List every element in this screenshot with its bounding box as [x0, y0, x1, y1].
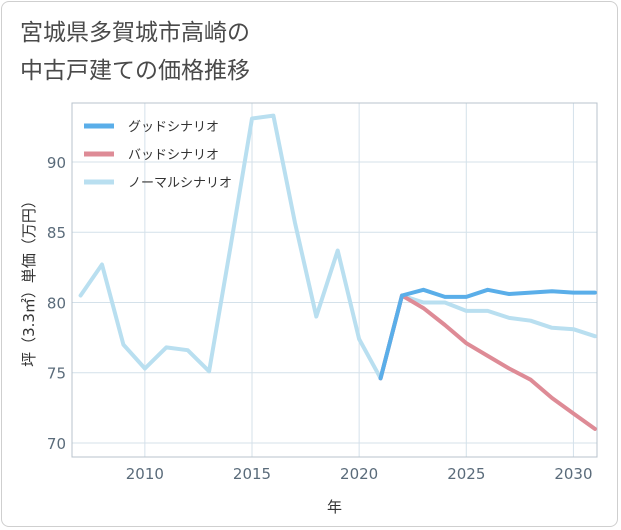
x-tick-label-2010: 2010 — [126, 465, 164, 483]
x-tick-label-2015: 2015 — [233, 465, 271, 483]
grid-lines — [72, 103, 597, 457]
plot-area-frame — [71, 102, 598, 458]
series-line-good — [378, 287, 597, 381]
x-tick-label-2025: 2025 — [447, 465, 485, 483]
series-lines — [78, 113, 597, 431]
x-tick-label-2020: 2020 — [340, 465, 378, 483]
chart-title-line-1: 宮城県多賀城市高崎の — [20, 20, 250, 46]
y-tick-label-85: 85 — [47, 224, 66, 242]
x-axis-title: 年 — [327, 498, 342, 516]
y-axis-title: 坪（3.3㎡）単価（万円） — [20, 193, 38, 367]
chart-title: 宮城県多賀城市高崎の 中古戸建ての価格推移 — [20, 14, 250, 90]
series-line-normal — [78, 113, 597, 381]
y-tick-label-80: 80 — [47, 294, 66, 312]
chart-title-line-2: 中古戸建ての価格推移 — [20, 58, 250, 84]
tick-labels: 2010 2015 2020 2025 2030 70 75 80 85 90 — [47, 154, 593, 483]
series-line-bad — [378, 293, 597, 431]
y-tick-label-70: 70 — [47, 435, 66, 453]
y-tick-label-75: 75 — [47, 365, 66, 383]
x-tick-label-2030: 2030 — [554, 465, 592, 483]
legend-label-bad: バッドシナリオ — [128, 148, 219, 163]
legend-label-normal: ノーマルシナリオ — [128, 176, 232, 191]
legend-label-good: グッドシナリオ — [128, 120, 219, 135]
y-tick-label-90: 90 — [47, 154, 66, 172]
